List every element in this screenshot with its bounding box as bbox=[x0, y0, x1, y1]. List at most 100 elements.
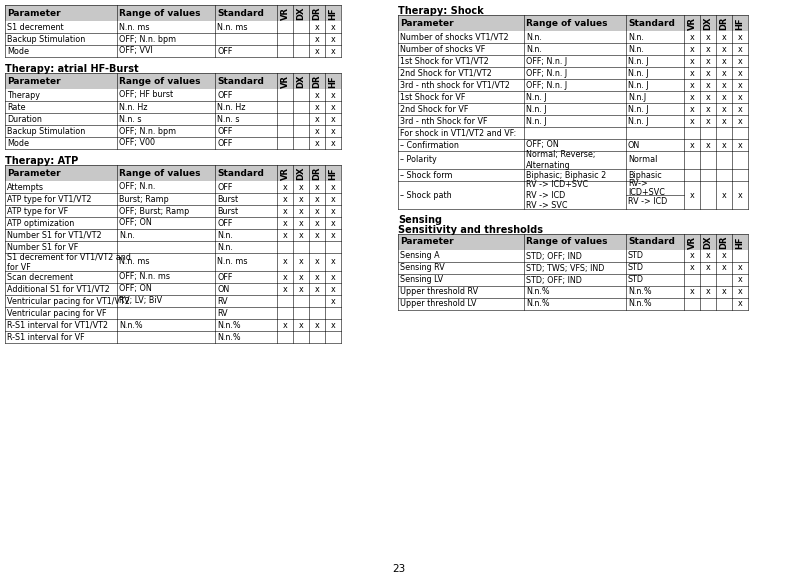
Bar bbox=[5, 241, 341, 253]
Text: x: x bbox=[330, 126, 335, 136]
Bar bbox=[5, 271, 341, 283]
Text: x: x bbox=[330, 23, 335, 32]
Text: N.n. s: N.n. s bbox=[217, 114, 239, 123]
Text: VR: VR bbox=[688, 17, 697, 30]
Text: STD: STD bbox=[628, 252, 644, 260]
Text: 2nd Shock for VF: 2nd Shock for VF bbox=[400, 104, 468, 114]
Text: x: x bbox=[689, 104, 694, 114]
Text: x: x bbox=[705, 141, 710, 149]
Text: x: x bbox=[689, 57, 694, 66]
Text: N.n.%: N.n.% bbox=[217, 332, 241, 342]
Bar bbox=[5, 125, 341, 137]
Text: x: x bbox=[737, 92, 742, 102]
Text: 1st Shock for VT1/VT2: 1st Shock for VT1/VT2 bbox=[400, 57, 488, 66]
Text: N.n.: N.n. bbox=[119, 230, 135, 239]
Bar bbox=[398, 91, 748, 103]
Text: Biphasic; Biphasic 2: Biphasic; Biphasic 2 bbox=[526, 170, 606, 179]
Text: x: x bbox=[737, 69, 742, 77]
Text: N.n. ms: N.n. ms bbox=[119, 257, 149, 267]
Text: Range of values: Range of values bbox=[119, 9, 200, 17]
Text: RV: RV bbox=[217, 297, 227, 305]
Text: Therapy: Shock: Therapy: Shock bbox=[398, 6, 484, 16]
Bar bbox=[398, 298, 748, 310]
Text: Therapy: Therapy bbox=[7, 91, 40, 99]
Text: Normal; Reverse;
Alternating: Normal; Reverse; Alternating bbox=[526, 150, 595, 170]
Text: Scan decrement: Scan decrement bbox=[7, 272, 73, 282]
Text: x: x bbox=[330, 194, 335, 204]
Text: 23: 23 bbox=[393, 564, 405, 574]
Bar bbox=[398, 115, 748, 127]
Text: HF: HF bbox=[329, 8, 338, 20]
Text: VR: VR bbox=[281, 167, 290, 180]
Text: x: x bbox=[737, 299, 742, 309]
Bar bbox=[398, 79, 748, 91]
Text: Number S1 for VT1/VT2: Number S1 for VT1/VT2 bbox=[7, 230, 101, 239]
Text: x: x bbox=[737, 44, 742, 54]
Text: OFF; N.n. bpm: OFF; N.n. bpm bbox=[119, 35, 176, 43]
Text: 3rd - nth Shock for VF: 3rd - nth Shock for VF bbox=[400, 117, 488, 126]
Text: VR: VR bbox=[688, 236, 697, 249]
Bar bbox=[5, 295, 341, 307]
Text: x: x bbox=[298, 272, 303, 282]
Text: OFF; ON: OFF; ON bbox=[119, 284, 152, 294]
Text: DX: DX bbox=[704, 17, 713, 30]
Text: RV; LV; BiV: RV; LV; BiV bbox=[119, 297, 162, 305]
Bar bbox=[5, 193, 341, 205]
Text: x: x bbox=[721, 264, 726, 272]
Text: N.n.: N.n. bbox=[526, 32, 542, 42]
Bar bbox=[5, 181, 341, 193]
Text: x: x bbox=[721, 92, 726, 102]
Text: x: x bbox=[330, 47, 335, 55]
Text: Biphasic: Biphasic bbox=[628, 170, 662, 179]
Text: N.n. Hz: N.n. Hz bbox=[119, 103, 148, 111]
Text: Burst: Burst bbox=[217, 207, 238, 215]
Bar bbox=[398, 139, 748, 151]
Text: Sensing: Sensing bbox=[398, 215, 442, 225]
Text: x: x bbox=[705, 104, 710, 114]
Text: x: x bbox=[282, 257, 287, 267]
Text: x: x bbox=[705, 69, 710, 77]
Text: DR: DR bbox=[313, 6, 322, 20]
Text: x: x bbox=[689, 287, 694, 297]
Bar bbox=[398, 67, 748, 79]
Text: x: x bbox=[314, 272, 319, 282]
Text: N.n.: N.n. bbox=[217, 242, 233, 252]
Text: x: x bbox=[705, 81, 710, 89]
Text: OFF: OFF bbox=[217, 47, 232, 55]
Text: x: x bbox=[737, 32, 742, 42]
Bar bbox=[5, 5, 341, 21]
Text: x: x bbox=[330, 103, 335, 111]
Text: Standard: Standard bbox=[217, 9, 264, 17]
Text: x: x bbox=[705, 287, 710, 297]
Text: – Shock form: – Shock form bbox=[400, 170, 452, 179]
Text: N.n. J: N.n. J bbox=[526, 104, 547, 114]
Text: Standard: Standard bbox=[217, 168, 264, 178]
Text: Range of values: Range of values bbox=[526, 238, 607, 246]
Text: x: x bbox=[689, 141, 694, 149]
Text: x: x bbox=[737, 190, 742, 200]
Text: x: x bbox=[314, 114, 319, 123]
Text: Range of values: Range of values bbox=[119, 77, 200, 85]
Text: 2nd Shock for VT1/VT2: 2nd Shock for VT1/VT2 bbox=[400, 69, 492, 77]
Text: x: x bbox=[705, 252, 710, 260]
Text: ON: ON bbox=[628, 141, 640, 149]
Text: OFF: OFF bbox=[217, 219, 232, 227]
Text: DR: DR bbox=[313, 167, 322, 180]
Text: Rate: Rate bbox=[7, 103, 26, 111]
Text: x: x bbox=[298, 207, 303, 215]
Text: Range of values: Range of values bbox=[119, 168, 200, 178]
Text: Burst: Burst bbox=[217, 194, 238, 204]
Text: x: x bbox=[689, 81, 694, 89]
Text: OFF: OFF bbox=[217, 272, 232, 282]
Text: VR: VR bbox=[281, 7, 290, 20]
Text: x: x bbox=[737, 141, 742, 149]
Text: OFF; N.n.: OFF; N.n. bbox=[119, 182, 156, 192]
Bar bbox=[5, 33, 341, 45]
Text: N.n. s: N.n. s bbox=[119, 114, 141, 123]
Text: OFF: OFF bbox=[217, 182, 232, 192]
Text: 1st Shock for VF: 1st Shock for VF bbox=[400, 92, 465, 102]
Text: x: x bbox=[721, 141, 726, 149]
Text: x: x bbox=[282, 230, 287, 239]
Text: x: x bbox=[721, 57, 726, 66]
Text: x: x bbox=[737, 81, 742, 89]
